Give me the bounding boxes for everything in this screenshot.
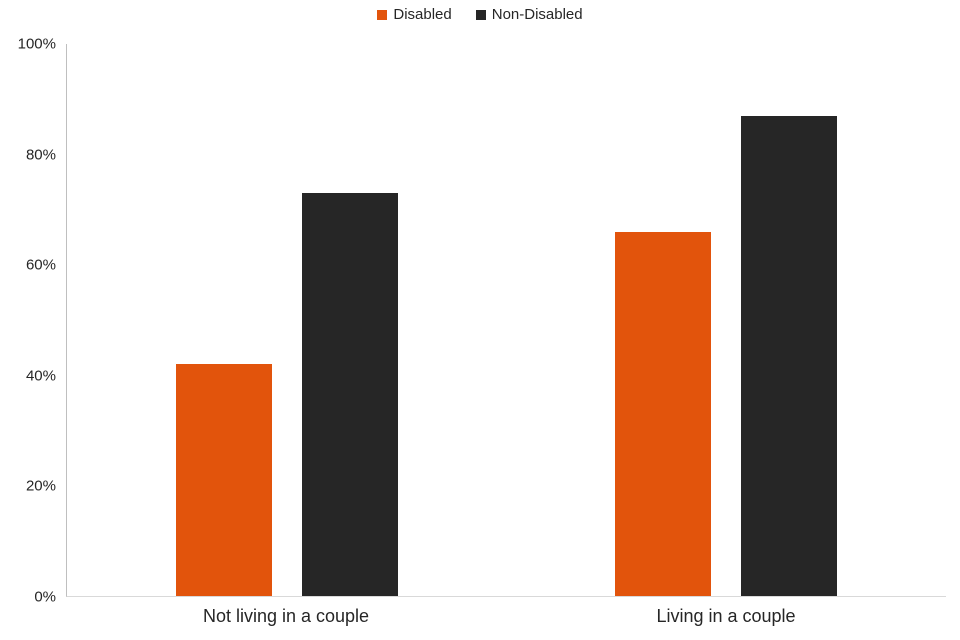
legend: Disabled Non-Disabled (0, 6, 960, 23)
y-tick-label: 20% (25, 477, 56, 495)
y-axis: 0% 20% 40% 60% 80% 100% (0, 37, 56, 605)
bar-disabled-not-living-in-a-couple (175, 364, 272, 596)
bar-non-disabled-living-in-a-couple (741, 115, 838, 596)
x-axis-label-not-living-in-a-couple: Not living in a couple (202, 606, 370, 626)
legend-label-non-disabled: Non-Disabled (491, 6, 583, 23)
y-tick-label: 0% (34, 588, 56, 606)
bar-disabled-living-in-a-couple (615, 231, 712, 596)
plot-area (66, 44, 946, 597)
bar-group-not-living-in-a-couple (175, 44, 398, 596)
y-tick-label: 80% (25, 146, 56, 164)
legend-item-non-disabled: Non-Disabled (475, 6, 583, 23)
x-axis-label-living-in-a-couple: Living in a couple (656, 606, 796, 626)
legend-swatch-non-disabled (475, 9, 486, 20)
legend-label-disabled: Disabled (393, 6, 452, 23)
y-tick-label: 60% (25, 256, 56, 274)
x-axis-labels: Not living in a couple Living in a couple (66, 606, 946, 634)
bar-non-disabled-not-living-in-a-couple (301, 193, 398, 596)
bar-group-living-in-a-couple (615, 44, 838, 596)
y-tick-label: 100% (17, 35, 56, 53)
legend-item-disabled: Disabled (377, 6, 452, 23)
legend-swatch-disabled (377, 9, 388, 20)
y-tick-label: 40% (25, 367, 56, 385)
